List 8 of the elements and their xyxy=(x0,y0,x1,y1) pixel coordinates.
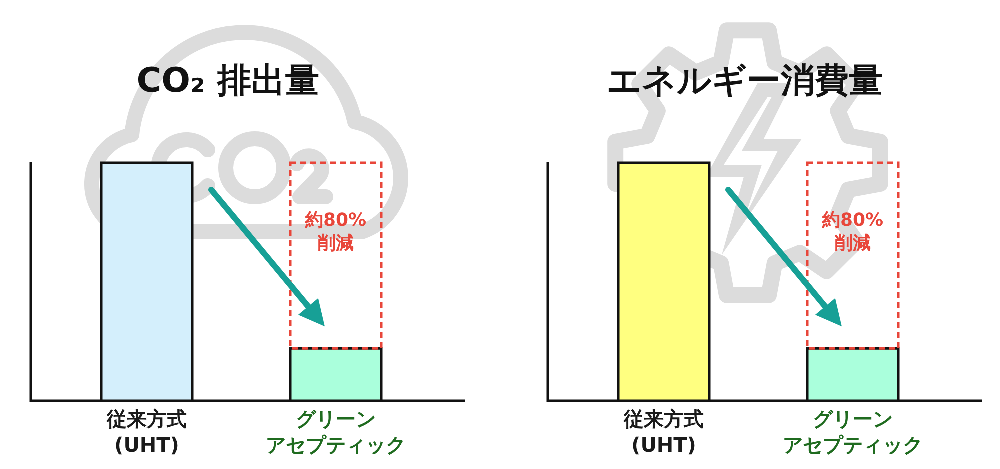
chart-title: エネルギー消費量 xyxy=(607,61,883,101)
x-tick-label: グリーンアセプティック xyxy=(266,407,406,457)
x-tick-label: 従来方式 (UHT) xyxy=(623,407,704,457)
chart-title: CO₂ 排出量 xyxy=(136,61,320,101)
annotation: 約80% 削減 xyxy=(821,210,884,254)
x-tick-label: 従来方式 (UHT) xyxy=(106,407,187,457)
x-tick-label: グリーンアセプティック xyxy=(783,407,923,457)
annotation: 約80% 削減 xyxy=(304,210,367,254)
